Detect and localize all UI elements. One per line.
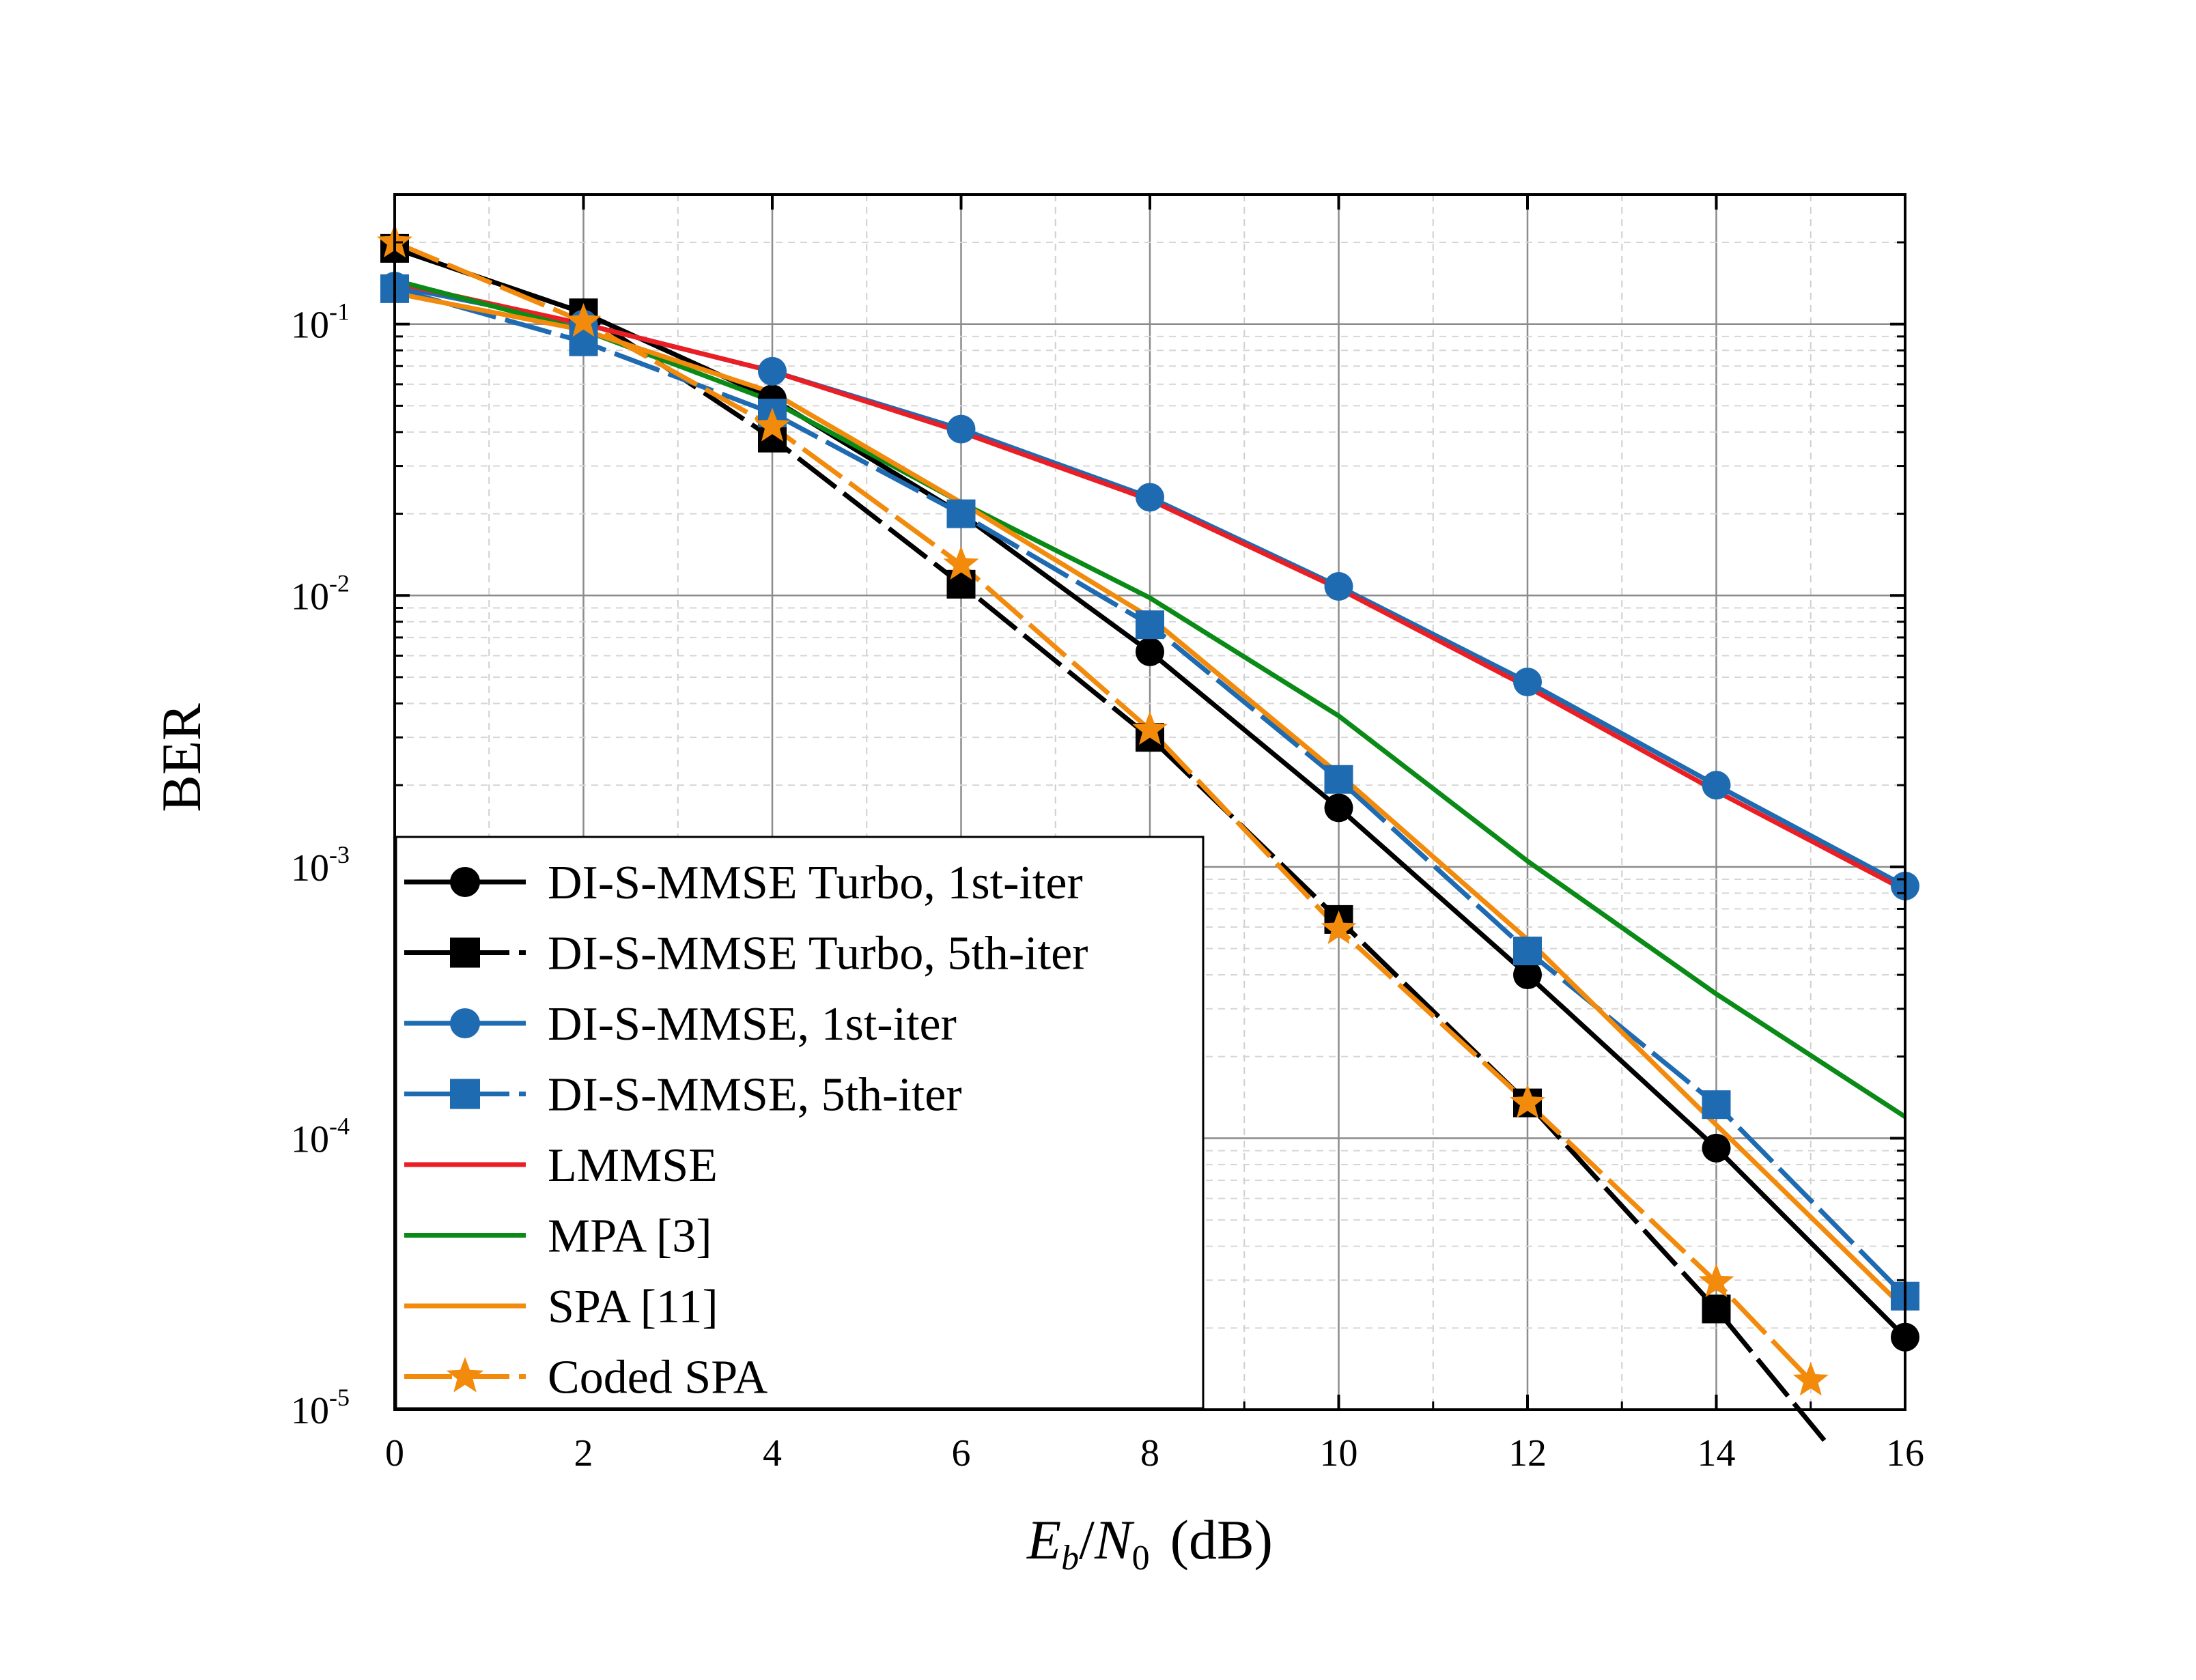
data-point xyxy=(450,937,480,968)
data-point xyxy=(1324,571,1353,601)
data-point xyxy=(946,499,976,528)
x-tick-label: 4 xyxy=(763,1432,782,1475)
legend-item: SPA [11] xyxy=(404,1281,718,1333)
data-point xyxy=(565,303,602,337)
y-tick-label: 10-5 xyxy=(291,1384,350,1432)
y-tick-label: 10-2 xyxy=(291,569,350,618)
data-point xyxy=(1698,1263,1734,1298)
data-point xyxy=(943,545,979,580)
y-tick-label: 10-3 xyxy=(291,841,350,889)
legend-box xyxy=(395,836,1205,1410)
legend-item: Coded SPA xyxy=(404,1352,768,1404)
x-tick-label: 8 xyxy=(1140,1432,1159,1475)
data-point xyxy=(1132,711,1168,745)
y-tick-label: 10-4 xyxy=(291,1112,350,1161)
data-point xyxy=(1702,771,1731,800)
legend-label: DI-S-MMSE, 5th-iter xyxy=(548,1069,962,1122)
x-tick-label: 6 xyxy=(952,1432,971,1475)
data-point xyxy=(1792,1362,1829,1396)
data-point xyxy=(569,327,598,356)
data-point xyxy=(758,356,787,386)
data-point xyxy=(1136,483,1164,512)
legend-item: MPA [3] xyxy=(404,1210,712,1263)
data-point xyxy=(946,569,976,599)
data-point xyxy=(1702,1090,1731,1120)
data-point xyxy=(1324,793,1353,823)
data-point xyxy=(1702,1294,1731,1324)
legend-item: DI-S-MMSE, 5th-iter xyxy=(404,1069,962,1122)
series-line xyxy=(394,278,1906,1119)
x-tick-labels: 0 2 4 6 8 10 12 14 16 xyxy=(385,1432,1924,1475)
legend-item: DI-S-MMSE Turbo, 5th-iter xyxy=(404,928,1088,980)
legend-label: DI-S-MMSE Turbo, 5th-iter xyxy=(548,928,1088,980)
legend-item: DI-S-MMSE, 1st-iter xyxy=(404,998,957,1051)
data-point xyxy=(755,408,790,442)
data-point xyxy=(1510,1084,1545,1118)
x-tick-label: 10 xyxy=(1320,1432,1358,1475)
legend-label: Coded SPA xyxy=(548,1352,768,1404)
x-tick-label: 12 xyxy=(1508,1432,1547,1475)
data-point xyxy=(1513,668,1542,697)
x-tick-label: 2 xyxy=(574,1432,593,1475)
legend-label: MPA [3] xyxy=(548,1210,712,1263)
legend-label: DI-S-MMSE Turbo, 1st-iter xyxy=(548,857,1083,909)
x-tick-label: 16 xyxy=(1886,1432,1924,1475)
legend-label: LMMSE xyxy=(548,1139,718,1192)
data-point xyxy=(1136,637,1164,666)
data-point xyxy=(1513,960,1542,990)
data-point xyxy=(1136,610,1164,640)
y-tick-label: 10-1 xyxy=(291,298,350,347)
data-point xyxy=(450,1008,480,1038)
legend-item: DI-S-MMSE Turbo, 1st-iter xyxy=(404,857,1083,909)
data-point xyxy=(446,1356,484,1393)
data-point xyxy=(946,414,976,444)
x-tick-label: 0 xyxy=(385,1432,404,1475)
legend: DI-S-MMSE Turbo, 1st-iter DI-S-MMSE Turbo… xyxy=(395,836,1205,1410)
data-point xyxy=(1702,1133,1731,1163)
x-tick-label: 14 xyxy=(1698,1432,1736,1475)
data-point xyxy=(1513,937,1542,966)
data-point xyxy=(1324,765,1353,794)
y-tick-labels: 10-1 10-2 10-3 10-4 10-5 xyxy=(291,298,350,1432)
legend-label: SPA [11] xyxy=(548,1281,718,1333)
y-axis-title: BER xyxy=(150,703,212,812)
data-point xyxy=(450,867,480,897)
x-axis-title: Eb/N0 (dB) xyxy=(1026,1509,1273,1578)
data-point xyxy=(450,1079,480,1109)
legend-label: DI-S-MMSE, 1st-iter xyxy=(548,998,957,1051)
legend-item: LMMSE xyxy=(404,1139,718,1192)
data-point xyxy=(1321,910,1357,944)
